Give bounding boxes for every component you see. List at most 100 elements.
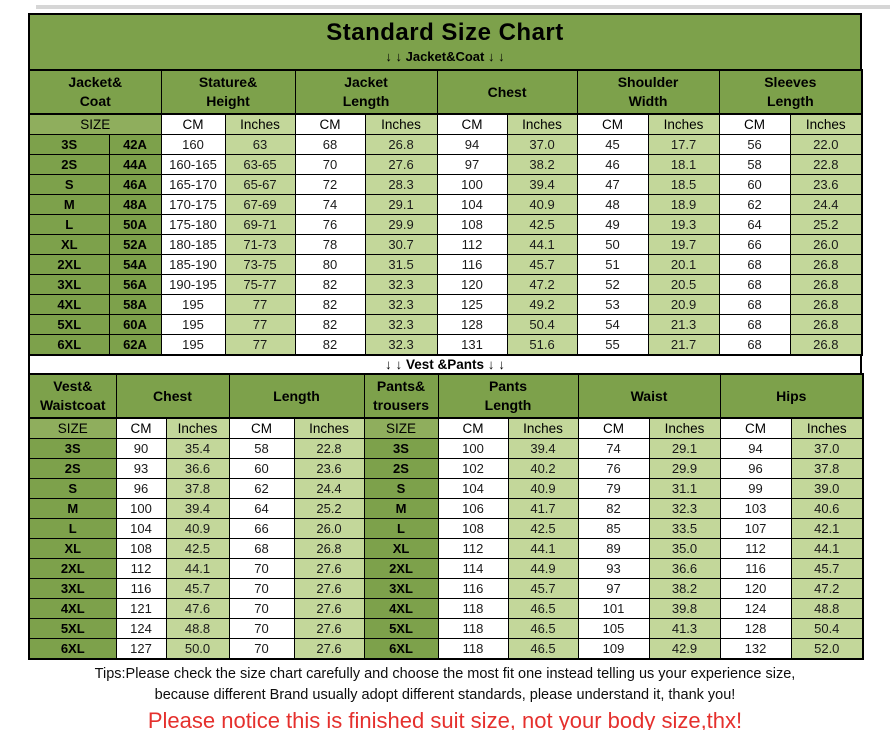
size-label-cell: 2S: [28, 458, 117, 479]
inches-value-cell: 33.5: [648, 518, 721, 539]
inches-value-cell: 39.4: [507, 438, 579, 459]
inches-value-cell: 27.6: [293, 638, 365, 660]
cm-value-cell: 112: [436, 234, 508, 255]
inches-value-cell: 75-77: [224, 274, 296, 295]
cm-value-cell: 93: [115, 458, 167, 479]
cm-value-cell: 46: [576, 154, 649, 175]
inches-value-cell: 27.6: [293, 578, 365, 599]
inches-value-cell: 39.4: [506, 174, 578, 195]
inches-value-cell: 32.3: [648, 498, 721, 519]
inches-value-cell: 32.3: [364, 274, 438, 295]
size-label-cell: S: [363, 478, 439, 499]
cm-value-cell: 58: [228, 438, 295, 459]
cm-value-cell: 45: [576, 134, 649, 155]
inches-value-cell: 27.6: [293, 598, 365, 619]
unit-header: CM: [437, 417, 509, 439]
size-row: 3XL 116 45.7 70 27.6 3XL 116 45.7 97 38.2 120 47.2: [28, 578, 864, 599]
inches-value-cell: 26.0: [293, 518, 365, 539]
cm-value-cell: 55: [576, 334, 649, 356]
cm-value-cell: 76: [577, 458, 650, 479]
column-group-header-row: Vest& Waistcoat Chest Length Pants& trousers P…: [28, 373, 864, 419]
inches-value-cell: 42.1: [790, 518, 864, 539]
size-label-cell: 48A: [108, 194, 162, 215]
unit-header: Inches: [224, 113, 296, 135]
size-label-cell: 56A: [108, 274, 162, 295]
cm-value-cell: 160: [160, 134, 226, 155]
size-label-cell: XL: [28, 538, 117, 559]
cm-value-cell: 101: [577, 598, 650, 619]
cm-value-cell: 195: [160, 314, 226, 335]
inches-value-cell: 44.9: [507, 558, 579, 579]
title-box: Standard Size Chart ↓ ↓ Jacket&Coat ↓ ↓: [28, 13, 862, 71]
size-label-cell: XL: [28, 234, 110, 255]
unit-header: Inches: [790, 417, 864, 439]
inches-value-cell: 27.6: [293, 558, 365, 579]
inches-value-cell: 29.1: [364, 194, 438, 215]
size-row: L 50A 175-180 69-71 76 29.9 108 42.5 49 19.3 64 25.…: [28, 214, 863, 235]
column-group-header: Chest: [436, 69, 578, 115]
column-group-header: Sleeves Length: [718, 69, 863, 115]
inches-value-cell: 32.3: [364, 314, 438, 335]
inches-value-cell: 50.4: [506, 314, 578, 335]
size-label-cell: 3S: [28, 134, 110, 155]
cm-value-cell: 82: [577, 498, 650, 519]
tips-line-2: because different Brand usually adopt di…: [154, 687, 736, 703]
cm-value-cell: 100: [436, 174, 508, 195]
size-row: 6XL 127 50.0 70 27.6 6XL 118 46.5 109 42.9 132 52.0: [28, 638, 864, 660]
size-label-cell: 6XL: [28, 334, 110, 356]
size-label-cell: 52A: [108, 234, 162, 255]
inches-value-cell: 36.6: [165, 458, 230, 479]
cm-value-cell: 118: [437, 618, 509, 639]
size-label-cell: 4XL: [28, 598, 117, 619]
size-row: XL 52A 180-185 71-73 78 30.7 112 44.1 50 19.7 66 26…: [28, 234, 863, 255]
size-label-cell: L: [363, 518, 439, 539]
inches-value-cell: 41.7: [507, 498, 579, 519]
cm-value-cell: 70: [228, 558, 295, 579]
inches-value-cell: 17.7: [647, 134, 720, 155]
cm-value-cell: 76: [294, 214, 366, 235]
size-row: 3S 90 35.4 58 22.8 3S 100 39.4 74 29.1 94 37.0: [28, 438, 864, 459]
tips-line-1: Tips:Please check the size chart careful…: [94, 666, 796, 682]
cm-value-cell: 94: [719, 438, 792, 459]
cm-value-cell: 62: [718, 194, 791, 215]
cm-value-cell: 82: [294, 314, 366, 335]
inches-value-cell: 21.7: [647, 334, 720, 356]
size-row: 5XL 124 48.8 70 27.6 5XL 118 46.5 105 41.3 128 50.4: [28, 618, 864, 639]
size-row: M 48A 170-175 67-69 74 29.1 104 40.9 48 18.9 62 24.…: [28, 194, 863, 215]
vest-pants-section-label: ↓ ↓ Vest &Pants ↓ ↓: [28, 354, 862, 375]
inches-value-cell: 26.8: [789, 334, 863, 356]
cm-value-cell: 195: [160, 294, 226, 315]
cm-value-cell: 118: [437, 598, 509, 619]
cm-value-cell: 60: [228, 458, 295, 479]
cm-value-cell: 185-190: [160, 254, 226, 275]
cm-value-cell: 106: [437, 498, 509, 519]
size-row: 4XL 121 47.6 70 27.6 4XL 118 46.5 101 39.8 124 48.8: [28, 598, 864, 619]
size-row: 2XL 112 44.1 70 27.6 2XL 114 44.9 93 36.6 116 45.7: [28, 558, 864, 579]
cm-value-cell: 54: [576, 314, 649, 335]
cm-value-cell: 108: [115, 538, 167, 559]
column-group-header: Length: [228, 373, 365, 419]
size-label-cell: 3XL: [28, 578, 117, 599]
cm-value-cell: 79: [577, 478, 650, 499]
inches-value-cell: 37.0: [790, 438, 864, 459]
inches-value-cell: 47.6: [165, 598, 230, 619]
cm-value-cell: 80: [294, 254, 366, 275]
size-label-cell: 58A: [108, 294, 162, 315]
inches-value-cell: 47.2: [506, 274, 578, 295]
inches-value-cell: 26.8: [789, 294, 863, 315]
inches-value-cell: 63-65: [224, 154, 296, 175]
inches-value-cell: 37.8: [790, 458, 864, 479]
cm-value-cell: 66: [228, 518, 295, 539]
inches-value-cell: 46.5: [507, 618, 579, 639]
inches-value-cell: 20.5: [647, 274, 720, 295]
cm-value-cell: 112: [437, 538, 509, 559]
cm-value-cell: 180-185: [160, 234, 226, 255]
cm-value-cell: 68: [718, 334, 791, 356]
inches-value-cell: 35.0: [648, 538, 721, 559]
cm-value-cell: 170-175: [160, 194, 226, 215]
inches-value-cell: 18.9: [647, 194, 720, 215]
inches-value-cell: 23.6: [789, 174, 863, 195]
cm-value-cell: 120: [436, 274, 508, 295]
cm-value-cell: 96: [115, 478, 167, 499]
size-label-cell: 6XL: [363, 638, 439, 660]
